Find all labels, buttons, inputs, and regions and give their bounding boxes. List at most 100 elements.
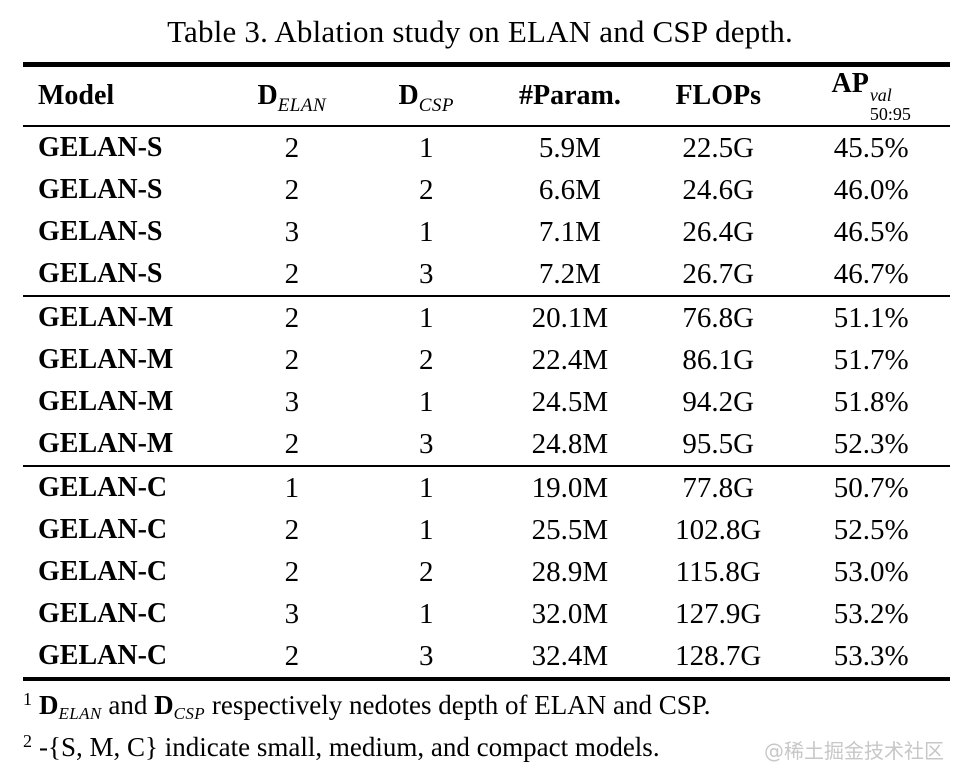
cell-ap: 46.0% [833, 173, 909, 206]
cell-flops: 128.7G [675, 639, 762, 672]
table-row: GELAN-S 2 1 5.9M 22.5G 45.5% [23, 127, 950, 169]
table-header-row: Model DELAN DCSP #Param. FLOPs AP val 50:9… [23, 67, 950, 127]
cell-ap: 46.5% [833, 215, 909, 248]
cell-flops: 95.5G [682, 427, 755, 460]
d-elan-symbol: D [257, 80, 278, 111]
footnote-d-elan-symbol: D [39, 690, 59, 720]
cell-model: GELAN-M [38, 428, 174, 459]
cell-params: 24.5M [531, 385, 609, 418]
cell-flops: 86.1G [682, 343, 755, 376]
cell-d-csp: 1 [418, 301, 434, 334]
cell-flops: 24.6G [682, 173, 755, 206]
cell-d-csp: 1 [418, 597, 434, 630]
footnote-2-marker: 2 [23, 731, 32, 751]
cell-ap: 52.5% [833, 513, 909, 546]
cell-params: 24.8M [531, 427, 609, 460]
cell-params: 25.5M [531, 513, 609, 546]
footnote-1-mid-text: and [101, 690, 155, 720]
cell-d-elan: 2 [284, 301, 300, 334]
cell-ap: 53.2% [833, 597, 909, 630]
cell-d-csp: 1 [418, 471, 434, 504]
ap-subscript: 50:95 [869, 104, 911, 124]
column-header-flops: FLOPs [675, 80, 761, 111]
table-row: GELAN-S 2 3 7.2M 26.7G 46.7% [23, 253, 950, 295]
cell-d-elan: 2 [284, 513, 300, 546]
table-row: GELAN-M 2 2 22.4M 86.1G 51.7% [23, 339, 950, 381]
cell-ap: 53.3% [833, 639, 909, 672]
cell-model: GELAN-M [38, 302, 174, 333]
ap-supsub-stack: val 50:95 [869, 84, 911, 125]
cell-d-csp: 2 [418, 343, 434, 376]
cell-model: GELAN-S [38, 258, 163, 289]
cell-d-elan: 1 [284, 471, 300, 504]
cell-d-elan: 2 [284, 131, 300, 164]
cell-flops: 26.7G [682, 257, 755, 290]
table-row: GELAN-S 2 2 6.6M 24.6G 46.0% [23, 169, 950, 211]
cell-flops: 102.8G [675, 513, 762, 546]
table-caption: Table 3. Ablation study on ELAN and CSP … [167, 14, 793, 49]
cell-d-csp: 3 [418, 427, 434, 460]
cell-params: 5.9M [538, 131, 601, 164]
cell-d-elan: 2 [284, 639, 300, 672]
table-section-gelan-s: GELAN-S 2 1 5.9M 22.5G 45.5% GELAN-S 2 2… [23, 127, 950, 297]
cell-flops: 94.2G [682, 385, 755, 418]
cell-flops: 115.8G [675, 555, 761, 588]
cell-flops: 77.8G [682, 471, 755, 504]
cell-params: 32.0M [531, 597, 609, 630]
cell-model: GELAN-C [38, 598, 168, 629]
cell-params: 19.0M [531, 471, 609, 504]
cell-flops: 76.8G [682, 301, 755, 334]
cell-d-csp: 1 [418, 131, 434, 164]
footnote-d-csp-symbol: D [154, 690, 174, 720]
footnotes: 1 DELAN and DCSP respectively nedotes dep… [23, 686, 960, 769]
cell-d-elan: 2 [284, 257, 300, 290]
cell-d-elan: 3 [284, 385, 300, 418]
cell-d-elan: 2 [284, 555, 300, 588]
table-row: GELAN-C 2 3 32.4M 128.7G 53.3% [23, 635, 950, 677]
cell-d-elan: 3 [284, 597, 300, 630]
table-section-gelan-c: GELAN-C 1 1 19.0M 77.8G 50.7% GELAN-C 2 … [23, 467, 950, 677]
table-section-gelan-m: GELAN-M 2 1 20.1M 76.8G 51.1% GELAN-M 2 … [23, 297, 950, 467]
cell-ap: 45.5% [833, 131, 909, 164]
d-csp-subscript: CSP [418, 95, 454, 116]
cell-ap: 52.3% [833, 427, 909, 460]
cell-d-elan: 2 [284, 173, 300, 206]
table-row: GELAN-C 2 2 28.9M 115.8G 53.0% [23, 551, 950, 593]
table-row: GELAN-M 2 1 20.1M 76.8G 51.1% [23, 297, 950, 339]
table-row: GELAN-M 2 3 24.8M 95.5G 52.3% [23, 423, 950, 465]
cell-ap: 53.0% [833, 555, 909, 588]
cell-ap: 51.8% [833, 385, 909, 418]
footnote-1: 1 DELAN and DCSP respectively nedotes dep… [23, 686, 960, 728]
column-header-ap: AP val 50:95 [792, 68, 950, 125]
cell-params: 7.1M [538, 215, 601, 248]
cell-d-csp: 1 [418, 385, 434, 418]
cell-model: GELAN-S [38, 174, 163, 205]
cell-d-csp: 3 [418, 257, 434, 290]
ap-symbol: AP [831, 67, 869, 99]
cell-d-elan: 2 [284, 343, 300, 376]
cell-model: GELAN-C [38, 514, 168, 545]
cell-params: 32.4M [531, 639, 609, 672]
cell-params: 20.1M [531, 301, 609, 334]
column-header-d-csp: DCSP [357, 80, 496, 116]
cell-params: 22.4M [531, 343, 609, 376]
cell-flops: 26.4G [682, 215, 755, 248]
cell-params: 28.9M [531, 555, 609, 588]
table-row: GELAN-S 3 1 7.1M 26.4G 46.5% [23, 211, 950, 253]
cell-ap: 50.7% [833, 471, 909, 504]
cell-flops: 127.9G [675, 597, 762, 630]
cell-d-elan: 2 [284, 427, 300, 460]
ablation-table: Model DELAN DCSP #Param. FLOPs AP val 50:9… [23, 62, 950, 681]
cell-ap: 46.7% [833, 257, 909, 290]
cell-params: 6.6M [538, 173, 601, 206]
cell-model: GELAN-C [38, 640, 168, 671]
ap-superscript: val [869, 84, 892, 105]
column-header-d-elan: DELAN [227, 80, 357, 116]
cell-ap: 51.7% [833, 343, 909, 376]
footnote-2-text: -{S, M, C} indicate small, medium, and c… [39, 732, 660, 762]
footnote-1-rest-text: respectively nedotes depth of ELAN and C… [205, 690, 711, 720]
cell-model: GELAN-S [38, 216, 163, 247]
table-row: GELAN-C 3 1 32.0M 127.9G 53.2% [23, 593, 950, 635]
cell-d-csp: 2 [418, 173, 434, 206]
cell-d-csp: 2 [418, 555, 434, 588]
